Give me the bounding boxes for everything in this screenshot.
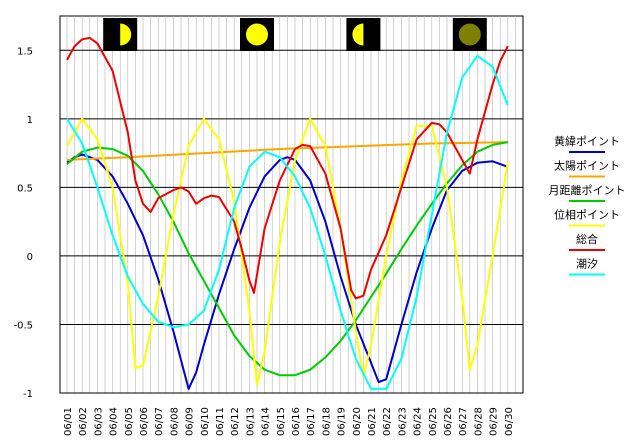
x-tick-label: 06/02	[78, 407, 89, 436]
x-tick-label: 06/27	[458, 407, 469, 436]
x-tick-label: 06/20	[352, 407, 363, 436]
x-tick-label: 06/26	[443, 407, 454, 436]
y-tick-label: -1	[23, 389, 33, 400]
y-tick-label: 0.5	[17, 183, 33, 194]
x-tick-label: 06/07	[154, 407, 165, 436]
legend-label: 月距離ポイント	[549, 183, 626, 197]
x-tick-label: 06/04	[109, 407, 120, 436]
series-line-4	[66, 36, 509, 300]
x-tick-label: 06/19	[337, 407, 348, 436]
x-tick-label: 06/13	[245, 407, 256, 436]
series-line-5	[66, 54, 509, 390]
x-tick-label: 06/16	[291, 407, 302, 436]
moon-phase-last-quarter-icon	[346, 18, 381, 51]
moon-phase-new-icon	[452, 18, 487, 51]
y-axis-ticks: 1.5 1 0.5 0 -0.5 -1	[13, 46, 33, 400]
x-tick-label: 06/14	[261, 407, 272, 436]
y-tick-label: 0	[27, 252, 33, 263]
x-tick-label: 06/11	[215, 407, 226, 436]
x-tick-label: 06/18	[321, 407, 332, 436]
x-tick-label: 06/17	[306, 407, 317, 436]
legend-label: 太陽ポイント	[554, 160, 620, 173]
x-tick-label: 06/28	[473, 407, 484, 436]
y-tick-label: 1	[27, 115, 33, 126]
plot-area	[59, 15, 524, 394]
legend-label: 潮汐	[576, 257, 598, 271]
legend-label: 黄緯ポイント	[554, 134, 620, 148]
moon-phase-full-icon	[240, 18, 274, 51]
x-tick-label: 06/03	[93, 407, 104, 436]
plot-frame	[59, 15, 524, 394]
x-tick-label: 06/12	[230, 407, 241, 436]
x-tick-label: 06/29	[489, 407, 500, 436]
series-line-3	[66, 117, 509, 386]
moon-phase-strip	[103, 18, 487, 51]
y-tick-label: 1.5	[17, 46, 33, 57]
legend-label: 総合	[576, 232, 598, 246]
x-tick-label: 06/24	[413, 407, 424, 436]
x-tick-label: 06/01	[63, 407, 74, 436]
moon-phase-first-quarter-icon	[103, 18, 138, 51]
x-tick-label: 06/21	[367, 407, 378, 436]
legend-label: 位相ポイント	[554, 208, 620, 222]
y-tick-label: -0.5	[13, 320, 33, 331]
x-tick-label: 06/15	[276, 407, 287, 436]
x-tick-label: 06/08	[169, 407, 180, 436]
x-tick-label: 06/30	[504, 407, 515, 436]
series-lines	[66, 36, 509, 390]
x-tick-label: 06/06	[139, 407, 150, 436]
x-tick-label: 06/25	[428, 407, 439, 436]
x-tick-label: 06/05	[124, 407, 135, 436]
x-tick-label: 06/09	[185, 407, 196, 436]
x-tick-label: 06/10	[200, 407, 211, 436]
x-tick-label: 06/23	[397, 407, 408, 436]
x-tick-label: 06/22	[382, 407, 393, 436]
x-axis-ticks: 06/01 06/02 06/03 06/04 06/05 06/06 06/07 06/08…	[63, 407, 515, 436]
